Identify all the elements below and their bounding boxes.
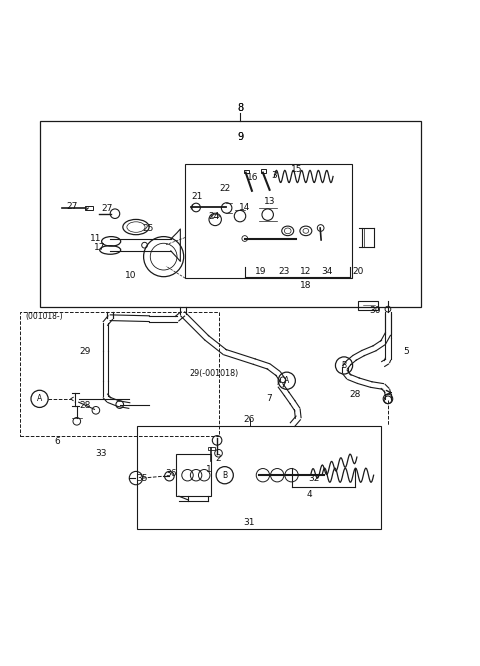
Text: 27: 27: [102, 204, 113, 213]
Text: 18: 18: [300, 281, 312, 290]
Text: 24: 24: [208, 212, 219, 220]
Text: 35: 35: [136, 474, 148, 483]
Text: 33: 33: [95, 449, 107, 458]
Text: B: B: [341, 361, 347, 370]
Text: 4: 4: [306, 490, 312, 499]
Text: 2: 2: [216, 454, 221, 462]
Text: 8: 8: [237, 103, 243, 113]
Text: 34: 34: [321, 268, 333, 276]
Text: 31: 31: [243, 518, 254, 527]
Text: 17: 17: [94, 242, 105, 252]
Text: 20: 20: [353, 268, 364, 276]
Text: 11: 11: [90, 234, 102, 243]
Text: B: B: [222, 471, 228, 480]
Text: A: A: [284, 376, 289, 385]
Text: 26: 26: [244, 416, 255, 424]
Text: 3: 3: [272, 171, 277, 180]
Text: 5: 5: [403, 346, 409, 356]
Text: 19: 19: [255, 268, 266, 276]
Text: 7: 7: [266, 394, 272, 404]
Text: 9: 9: [237, 133, 243, 143]
Text: 28: 28: [350, 390, 361, 398]
Text: 9: 9: [237, 133, 243, 143]
Text: 6: 6: [55, 438, 60, 446]
Text: (001018-): (001018-): [25, 312, 63, 321]
Text: 12: 12: [300, 268, 312, 276]
Text: 16: 16: [247, 173, 259, 182]
Text: 15: 15: [290, 165, 302, 174]
Text: 10: 10: [124, 271, 136, 280]
Text: 28: 28: [79, 401, 91, 410]
Text: 25: 25: [143, 224, 154, 232]
Text: 36: 36: [165, 470, 177, 478]
Text: 27: 27: [66, 202, 78, 211]
Text: 22: 22: [219, 184, 230, 193]
Text: 21: 21: [192, 192, 203, 202]
Text: 23: 23: [278, 268, 289, 276]
Text: A: A: [37, 394, 42, 404]
Text: 1: 1: [206, 464, 212, 474]
Text: 14: 14: [239, 204, 251, 212]
Bar: [176, 454, 211, 496]
Text: 29: 29: [79, 346, 91, 356]
Text: 8: 8: [237, 103, 243, 113]
Text: 32: 32: [308, 474, 320, 483]
Text: 29(-001018): 29(-001018): [189, 369, 239, 378]
Text: 30: 30: [369, 306, 380, 314]
Text: 13: 13: [264, 197, 276, 206]
